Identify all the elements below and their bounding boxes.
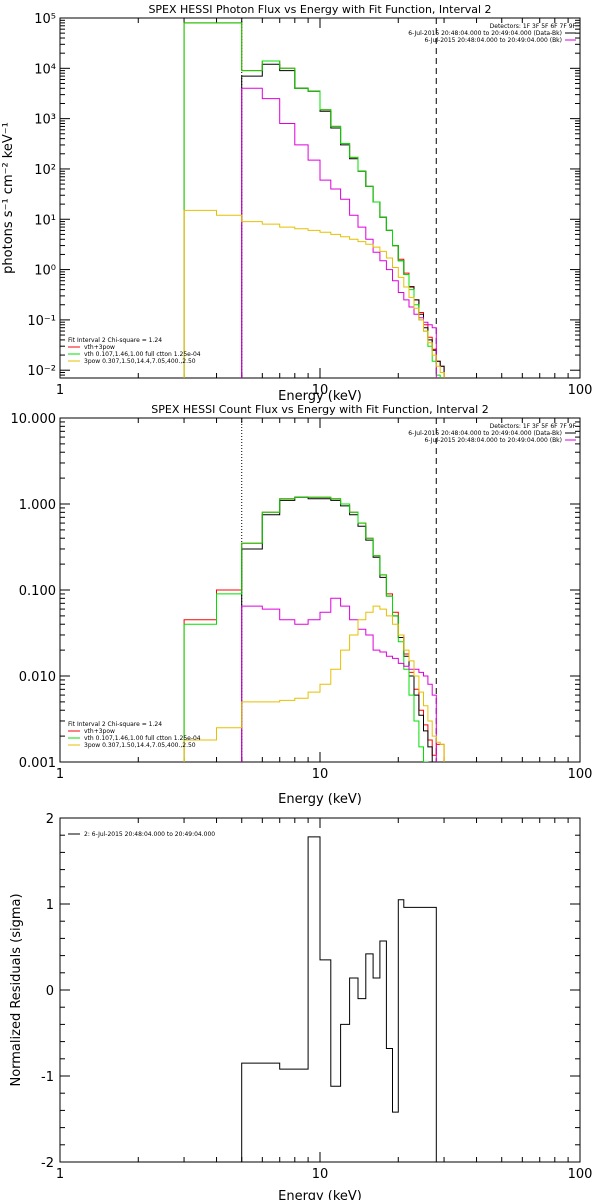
series-line-1: [183, 22, 445, 378]
legend-bottom-entry: 3pow 0.307,1.50,14.4,7.05,400.,2.50: [84, 742, 196, 749]
panel-2: SPEX HESSI Count Flux vs Energy with Fit…: [11, 403, 593, 807]
series-line-5: [183, 209, 445, 378]
y-tick-label: 10⁻¹: [27, 314, 56, 329]
y-tick-label: 10⁴: [34, 62, 56, 77]
y-tick-label: 10²: [34, 163, 56, 178]
detectors-label: Detectors: 1F 3F 5F 6F 7F 9F: [490, 423, 577, 430]
x-tick-label: 1: [56, 383, 64, 398]
legend-bottom-entry: vth+3pow: [84, 344, 115, 351]
y-tick-label: -2: [41, 1156, 54, 1171]
y-tick-label: 0.010: [19, 670, 56, 685]
series-line-1: [183, 496, 445, 762]
y-tick-label: 0.001: [19, 756, 56, 771]
y-axis-label: photons s⁻¹ cm⁻² keV⁻¹: [1, 122, 16, 274]
y-tick-label: 0.100: [19, 584, 56, 599]
series-line-3: [183, 496, 429, 762]
y-tick-label: 10³: [34, 113, 56, 128]
x-tick-label: 100: [568, 767, 593, 782]
x-tick-label: 100: [568, 383, 593, 398]
series-line-4: [241, 87, 437, 378]
legend-top-entry: 6-Jul-2015 20:48:04.000 to 20:49:04.000 …: [424, 437, 562, 444]
series-line-3: [183, 22, 441, 378]
panel-1: SPEX HESSI Photon Flux vs Energy with Fi…: [1, 3, 592, 404]
y-tick-label: 10⁵: [34, 12, 56, 27]
x-tick-label: 10: [312, 767, 329, 782]
x-axis-label: Energy (keV): [278, 1189, 362, 1200]
series-line-2: [241, 496, 445, 762]
legend-bottom-entry: vth 0.107,1.46,1.00 full ctton 1.25e-04: [84, 351, 201, 358]
x-tick-label: 100: [568, 1167, 593, 1182]
plot-frame: [59, 17, 581, 379]
y-tick-label: 2: [46, 812, 54, 827]
y-tick-label: 1: [46, 898, 54, 913]
legend-bottom-entry: vth+3pow: [84, 728, 115, 735]
series-line-2: [241, 63, 445, 378]
y-tick-label: 10⁻²: [27, 364, 56, 379]
legend-entry: 2: 6-Jul-2015 20:48:04.000 to 20:49:04.0…: [84, 831, 215, 838]
legend-bottom-entry: vth 0.107,1.46,1.00 full ctton 1.25e-04: [84, 735, 201, 742]
chart-title: SPEX HESSI Count Flux vs Energy with Fit…: [151, 403, 488, 416]
series-line-5: [183, 605, 445, 762]
x-tick-label: 10: [312, 383, 329, 398]
fit-summary-label: Fit Interval 2 Chi-square = 1.24: [68, 337, 162, 344]
y-tick-label: 0: [46, 984, 54, 999]
y-tick-label: 10.000: [11, 412, 57, 427]
series-line-4: [241, 597, 437, 762]
legend-top-entry: 6-Jul-2015 20:48:04.000 to 20:49:04.000 …: [424, 37, 562, 44]
x-tick-label: 1: [56, 767, 64, 782]
plot-frame: [59, 417, 581, 763]
x-axis-label: Energy (keV): [278, 389, 362, 404]
legend-top-entry: 6-Jul-2015 20:48:04.000 to 20:49:04.000 …: [408, 30, 562, 37]
fit-summary-label: Fit Interval 2 Chi-square = 1.24: [68, 721, 162, 728]
chart-title: SPEX HESSI Photon Flux vs Energy with Fi…: [148, 3, 491, 16]
y-tick-label: 1.000: [19, 498, 56, 513]
panel-3: Energy (keV) Normalized Residuals (sigma)…: [9, 812, 592, 1200]
x-tick-label: 10: [312, 1167, 329, 1182]
y-axis-label: Normalized Residuals (sigma): [9, 893, 24, 1086]
y-tick-label: -1: [41, 1070, 54, 1085]
legend-top-entry: 6-Jul-2015 20:48:04.000 to 20:49:04.000 …: [408, 430, 562, 437]
y-tick-label: 10⁰: [34, 264, 56, 279]
x-tick-label: 1: [56, 1167, 64, 1182]
y-tick-label: 10¹: [34, 213, 56, 228]
x-axis-label: Energy (keV): [278, 792, 362, 807]
legend-bottom-entry: 3pow 0.307,1.50,14.4,7.05,400.,2.50: [84, 358, 196, 365]
detectors-label: Detectors: 1F 3F 5F 6F 7F 9F: [490, 23, 577, 30]
series-line-1: [241, 836, 437, 1162]
